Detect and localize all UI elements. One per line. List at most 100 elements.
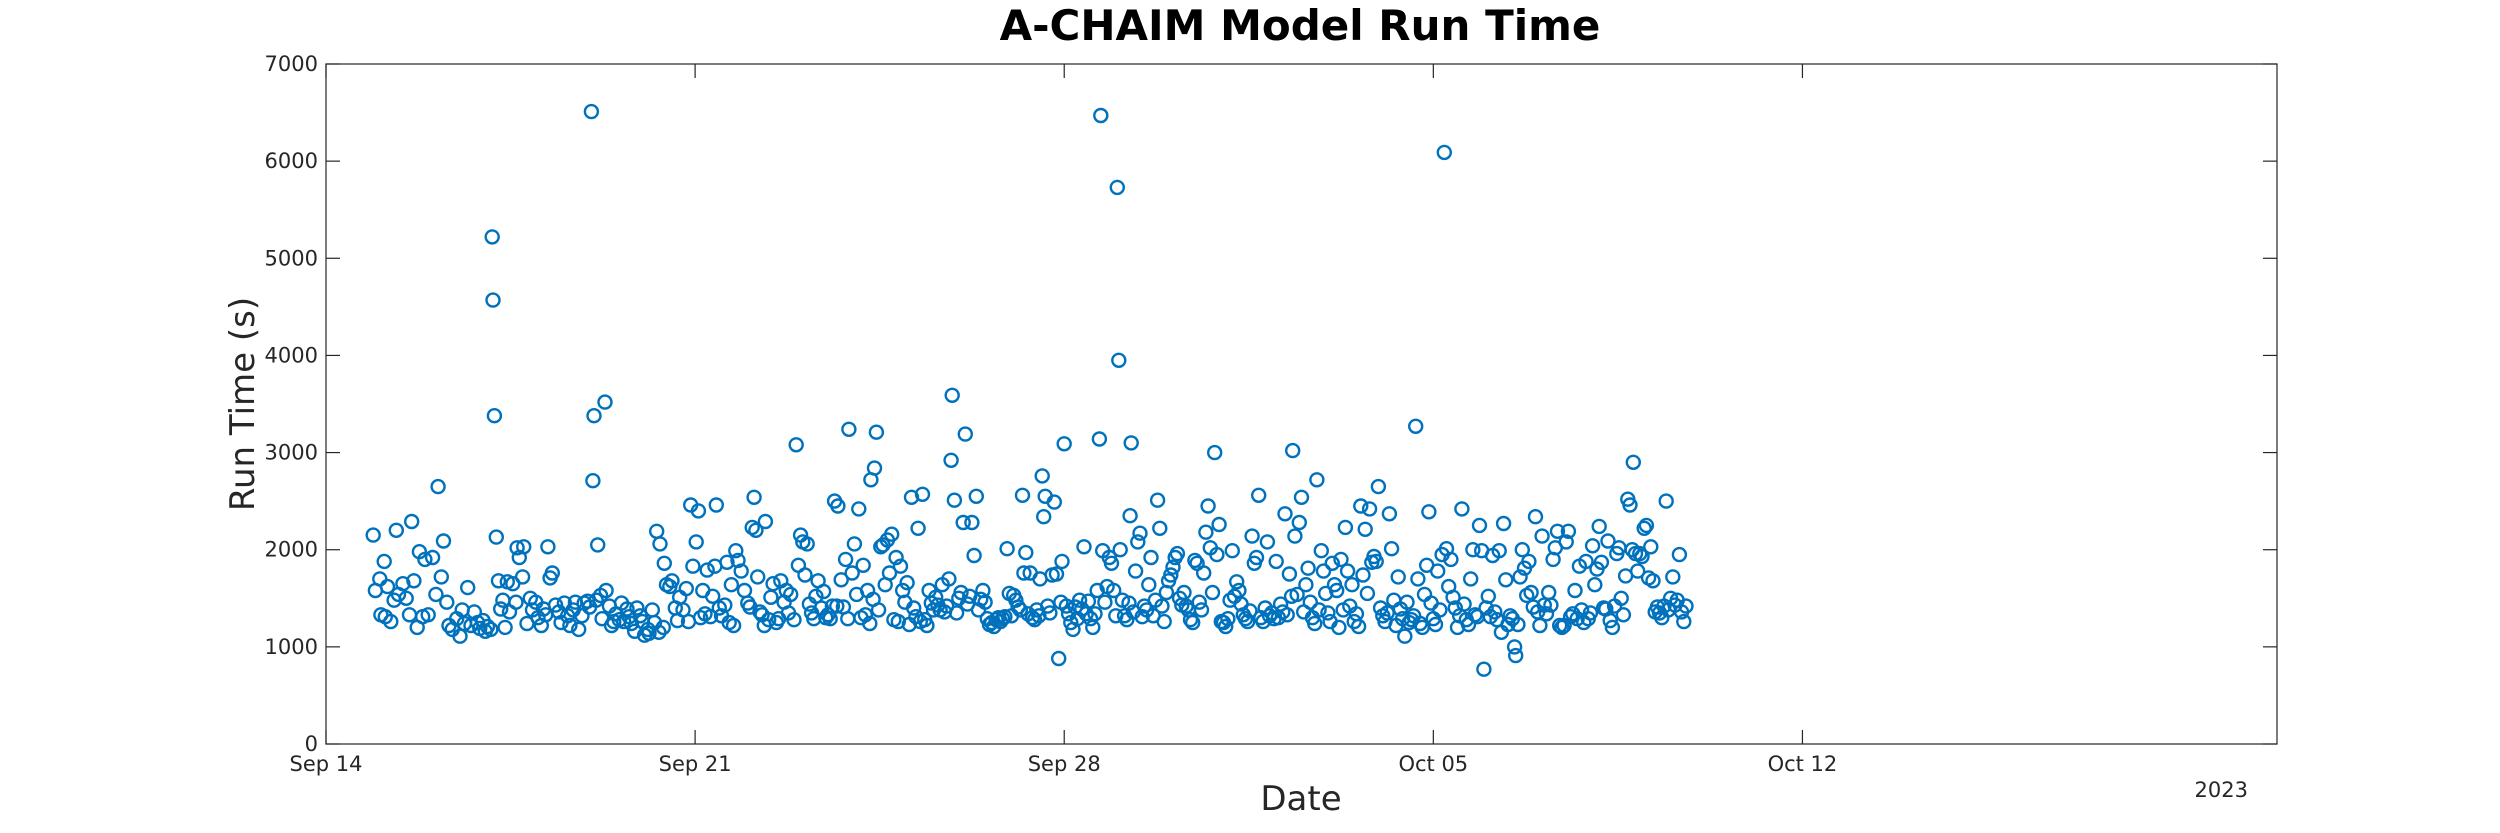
data-point [1182,612,1199,628]
data-point [744,519,760,536]
data-point [1333,551,1349,568]
data-point [1076,539,1092,555]
data-point [514,569,531,585]
data-point [844,565,860,581]
data-point [1506,639,1523,655]
data-point [1671,546,1688,563]
data-point [1132,525,1148,541]
data-point [1495,515,1512,532]
data-point [1443,551,1459,568]
data-point [783,586,799,603]
data-point [943,452,959,468]
data-point [728,543,744,559]
data-point [881,565,898,581]
data-point [484,229,500,245]
data-point [623,615,640,632]
data-point [1071,592,1088,608]
data-point [488,529,504,545]
data-point [1154,598,1170,614]
data-point [1543,597,1559,613]
data-point [1224,543,1241,559]
data-point [1507,647,1524,664]
data-point [1600,533,1616,549]
data-point [1014,487,1031,503]
data-point [723,577,740,593]
data-point [1456,596,1472,612]
data-point [388,522,404,538]
data-point [1390,569,1406,585]
data-point [1554,619,1570,636]
data-point [1643,539,1659,555]
data-point [1204,584,1221,601]
data-point [761,612,777,628]
data-point [1298,577,1314,593]
data-point [1447,600,1464,616]
data-point [846,536,863,552]
data-point [430,478,446,495]
x-tick-label: Oct 05 [1398,752,1468,776]
data-point [1121,595,1137,611]
data-point [1209,546,1225,563]
data-point [685,558,701,574]
data-point [486,408,503,424]
data-point [884,526,900,542]
data-point [1244,528,1260,544]
y-tick-label: 1000 [265,635,318,659]
data-point [490,573,507,589]
data-point [1016,565,1032,581]
data-point [1527,509,1544,525]
data-point [1193,602,1210,618]
y-tick-label: 2000 [265,538,318,562]
data-point [1080,593,1097,609]
data-point [485,292,501,308]
y-tick-label: 4000 [265,343,318,367]
data-point [1337,519,1354,536]
data-point [719,554,735,570]
data-point [944,387,960,403]
data-point [1187,552,1203,569]
data-point [1368,553,1384,570]
data-point [953,584,969,601]
data-point [585,473,601,489]
data-point [1272,596,1289,612]
x-tick-label: Oct 12 [1768,752,1838,776]
data-point [1089,582,1105,599]
data-point [1152,520,1168,536]
data-point [1582,605,1599,621]
data-point [1054,553,1070,570]
data-point [1427,616,1444,633]
data-point [788,437,804,453]
data-point [824,598,841,614]
data-point [417,551,433,568]
data-point [1284,442,1301,459]
data-point [372,571,388,587]
data-point [1622,497,1638,513]
data-point [1056,436,1072,452]
data-point [1357,521,1373,537]
data-point [1632,545,1648,562]
data-point [1480,588,1497,604]
data-point [1293,489,1310,505]
data-point [383,613,399,630]
data-point [1512,569,1528,585]
data-point [1399,594,1415,610]
data-point [1344,577,1360,593]
data-point [750,569,766,585]
x-axis-year-label: 2023 [2195,778,2248,802]
data-point [1034,468,1050,484]
data-point [1287,528,1303,544]
data-point [629,600,645,616]
data-point [428,586,444,603]
data-point [1018,544,1034,561]
data-point [1141,577,1157,593]
data-point [598,582,614,599]
data-point [997,609,1013,625]
data-point [1615,607,1632,623]
data-point [493,601,509,617]
data-point [1560,523,1577,539]
data-point [420,607,436,623]
data-point [1462,571,1479,587]
data-point [571,621,587,638]
data-point [1562,609,1579,625]
